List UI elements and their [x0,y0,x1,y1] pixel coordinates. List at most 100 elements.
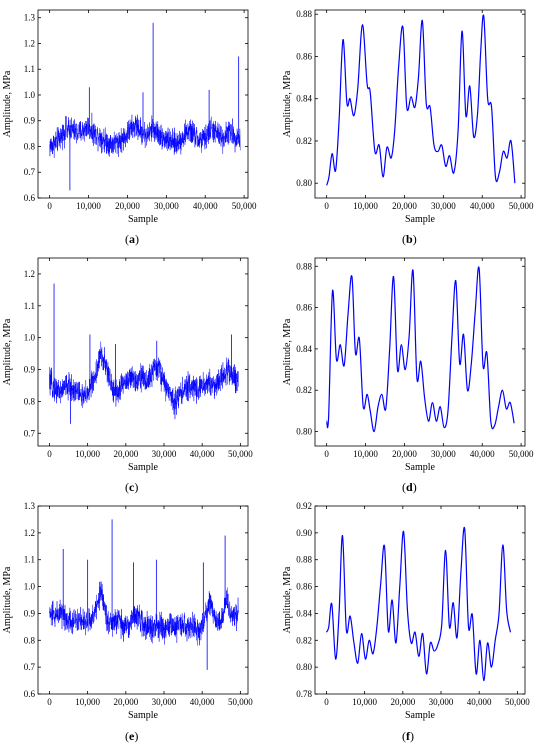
y-tick-label-e-5: 1.1 [24,555,35,565]
caption-d-letter: d [406,480,413,494]
y-tick-label-e-6: 1.2 [24,528,35,538]
y-tick-label-f-4: 0.86 [296,582,312,592]
y-tick-label-a-7: 1.3 [24,13,36,23]
y-tick-label-c-3: 1.0 [24,333,36,343]
caption-e-letter: e [129,729,135,743]
x-tick-label-b-2: 20,000 [392,201,417,211]
y-tick-label-a-6: 1.2 [24,38,35,48]
x-tick-label-b-0: 0 [324,201,329,211]
caption-f: (f) [402,729,414,743]
x-tick-label-f-0: 0 [324,697,329,707]
y-axis-label-d: Amplitude, MPa [282,318,293,385]
y-tick-label-b-2: 0.84 [296,94,312,104]
y-tick-label-c-1: 0.8 [24,396,36,406]
x-tick-label-d-2: 20,000 [392,449,417,459]
y-tick-label-b-4: 0.88 [296,9,312,19]
x-axis-label-d: Sample [405,462,436,473]
axes-frame-f [314,505,526,695]
caption-d: (d) [402,480,417,494]
series-c-noise [49,341,239,420]
x-tick-label-b-3: 30,000 [431,201,456,211]
y-tick-label-d-4: 0.88 [296,261,312,271]
caption-e: (e) [125,729,139,743]
y-tick-label-c-4: 1.1 [24,301,35,311]
y-tick-label-a-1: 0.7 [24,167,36,177]
y-tick-label-f-6: 0.90 [296,528,312,538]
plot-area-b [326,14,516,186]
x-tick-label-e-0: 0 [47,697,52,707]
chart-panel-a: 0 10,000 20,000 30,000 40,000 50,000 0.6 0.7 0.8… [2,9,257,225]
x-tick-label-a-2: 20,000 [115,201,140,211]
y-tick-label-c-5: 1.2 [24,269,35,279]
x-tick-label-c-5: 50,000 [228,449,253,459]
x-tick-label-e-2: 20,000 [113,697,138,707]
y-tick-label-f-0: 0.78 [296,689,312,699]
plot-area-c [49,283,239,424]
axes-frame-c [37,257,249,447]
x-tick-label-c-4: 40,000 [190,449,215,459]
x-tick-label-a-5: 50,000 [232,201,257,211]
y-tick-label-c-0: 0.7 [24,428,36,438]
x-tick-label-f-3: 30,000 [429,697,454,707]
x-axis-label-b: Sample [405,214,436,225]
y-axis-label-b: Amplitude, MPa [282,70,293,137]
chart-panel-b: 0 10,000 20,000 30,000 40,000 50,000 0.80 0.82 0… [282,9,534,225]
chart-panel-d: 0 10,000 20,000 30,000 40,000 50,000 0.80 0.82 0… [282,257,534,473]
x-axis-label-e: Sample [128,710,159,721]
y-axis-label-e: Amplitude, MPa [2,566,13,633]
y-tick-label-f-3: 0.84 [296,608,312,618]
x-tick-label-b-1: 10,000 [353,201,378,211]
y-tick-label-f-1: 0.80 [296,662,312,672]
y-tick-label-b-0: 0.80 [296,178,312,188]
axes-frame-b [314,9,526,199]
x-tick-label-e-4: 40,000 [190,697,215,707]
x-tick-label-e-5: 50,000 [228,697,253,707]
caption-a: (a) [125,232,139,246]
y-axis-label-f: Amplitude, MPa [282,566,293,633]
x-tick-label-f-1: 10,000 [352,697,377,707]
y-tick-label-e-4: 1.0 [24,582,36,592]
x-tick-label-d-0: 0 [324,449,329,459]
x-tick-label-c-1: 10,000 [75,449,100,459]
y-tick-label-d-3: 0.86 [296,303,312,313]
caption-f-letter: f [406,729,410,743]
x-tick-label-f-2: 20,000 [390,697,415,707]
y-tick-label-c-2: 0.9 [24,365,36,375]
y-tick-label-d-0: 0.80 [296,427,312,437]
x-tick-label-d-4: 40,000 [470,449,495,459]
x-tick-label-e-1: 10,000 [75,697,100,707]
plot-area-f [325,526,512,682]
y-tick-label-a-3: 0.9 [24,116,36,126]
y-tick-label-e-1: 0.7 [24,662,36,672]
x-tick-label-c-3: 30,000 [152,449,177,459]
y-tick-label-f-2: 0.82 [296,635,312,645]
axes-frame-e [37,505,249,695]
x-tick-label-d-1: 10,000 [353,449,378,459]
series-d-line [326,266,515,433]
y-tick-label-a-0: 0.6 [24,193,36,203]
caption-c-letter: c [129,480,135,494]
y-tick-label-f-5: 0.88 [296,555,312,565]
caption-b-letter: b [406,232,413,246]
x-tick-label-e-3: 30,000 [152,697,177,707]
x-axis-label-c: Sample [128,462,159,473]
x-axis-label-a: Sample [128,214,159,225]
y-tick-label-d-1: 0.82 [296,385,312,395]
x-tick-label-c-2: 20,000 [113,449,138,459]
caption-a-letter: a [129,232,135,246]
x-tick-label-c-0: 0 [47,449,52,459]
x-tick-label-f-4: 40,000 [467,697,492,707]
plot-area-a [49,22,241,191]
y-axis-label-a: Amplitude, MPa [2,70,13,137]
x-tick-label-a-1: 10,000 [76,201,101,211]
chart-panel-e: 0 10,000 20,000 30,000 40,000 50,000 0.6 0.7 0.8… [2,501,253,721]
y-tick-label-f-7: 0.92 [296,501,312,511]
y-tick-label-a-2: 0.8 [24,141,36,151]
x-tick-label-d-3: 30,000 [431,449,456,459]
series-b-line [326,14,516,186]
x-tick-label-f-5: 50,000 [505,697,530,707]
x-tick-label-a-3: 30,000 [154,201,179,211]
y-tick-label-e-7: 1.3 [24,501,36,511]
axes-frame-a [37,9,249,199]
